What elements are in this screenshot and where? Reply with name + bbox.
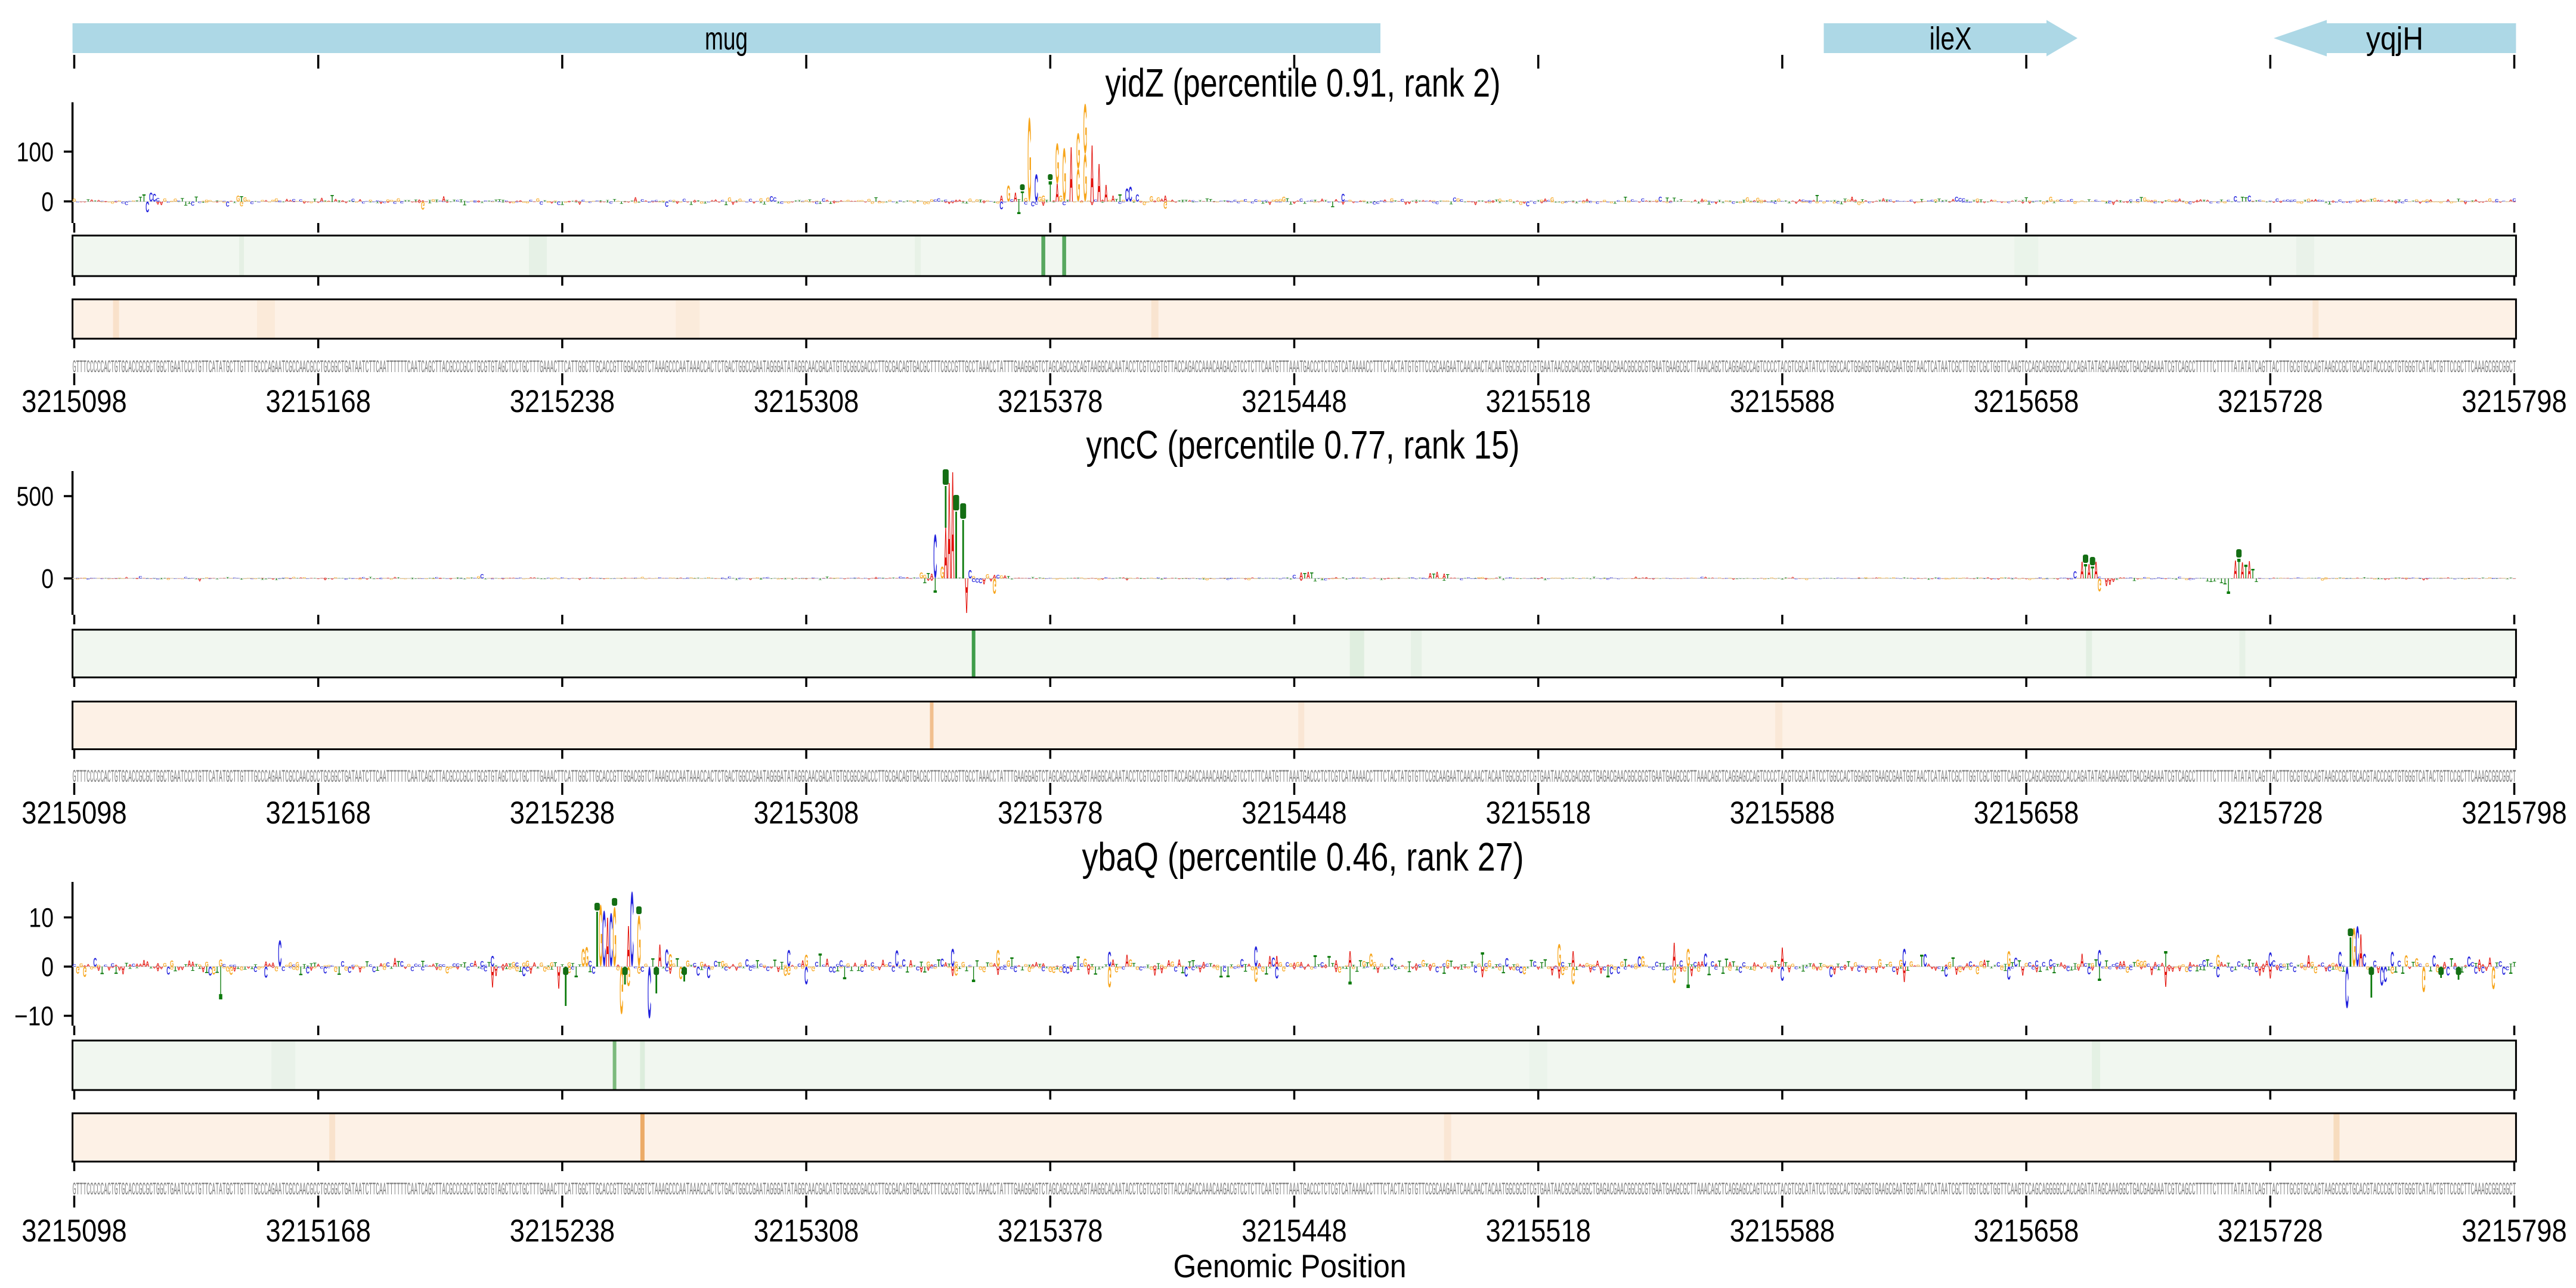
svg-text:3215308: 3215308 — [754, 1213, 859, 1249]
svg-text:3215728: 3215728 — [2218, 384, 2323, 419]
svg-text:3215658: 3215658 — [1974, 384, 2079, 419]
svg-text:3215728: 3215728 — [2218, 795, 2323, 831]
svg-text:3215798: 3215798 — [2462, 384, 2566, 419]
svg-text:Genomic Position: Genomic Position — [1174, 1247, 1407, 1284]
svg-text:3215378: 3215378 — [998, 384, 1103, 419]
svg-text:yidZ (percentile 0.91, rank 2): yidZ (percentile 0.91, rank 2) — [1106, 61, 1501, 106]
svg-text:3215238: 3215238 — [510, 795, 615, 831]
svg-text:3215588: 3215588 — [1730, 384, 1835, 419]
svg-text:yncC (percentile 0.77, rank 15: yncC (percentile 0.77, rank 15) — [1086, 423, 1520, 467]
svg-text:0: 0 — [41, 187, 54, 217]
svg-text:3215658: 3215658 — [1974, 795, 2079, 831]
svg-text:3215238: 3215238 — [510, 384, 615, 419]
svg-text:ybaQ (percentile 0.46, rank 27: ybaQ (percentile 0.46, rank 27) — [1082, 835, 1524, 880]
svg-text:0: 0 — [41, 952, 54, 982]
svg-text:3215238: 3215238 — [510, 1213, 615, 1249]
svg-text:3215098: 3215098 — [21, 795, 126, 831]
svg-text:3215448: 3215448 — [1241, 1213, 1346, 1249]
svg-text:500: 500 — [17, 481, 54, 512]
svg-text:100: 100 — [17, 137, 54, 168]
svg-text:3215168: 3215168 — [266, 795, 371, 831]
svg-text:3215098: 3215098 — [21, 1213, 126, 1249]
svg-text:3215168: 3215168 — [266, 384, 371, 419]
svg-text:mug: mug — [705, 21, 748, 57]
svg-text:0: 0 — [41, 564, 54, 594]
svg-text:−10: −10 — [14, 1001, 54, 1032]
svg-text:3215798: 3215798 — [2462, 1213, 2566, 1249]
svg-text:3215168: 3215168 — [266, 1213, 371, 1249]
svg-text:3215098: 3215098 — [21, 384, 126, 419]
svg-text:3215658: 3215658 — [1974, 1213, 2079, 1249]
svg-text:3215518: 3215518 — [1486, 1213, 1591, 1249]
svg-text:3215798: 3215798 — [2462, 795, 2566, 831]
svg-text:3215448: 3215448 — [1241, 795, 1346, 831]
svg-text:ileX: ileX — [1930, 21, 1972, 57]
svg-text:3215378: 3215378 — [998, 1213, 1103, 1249]
svg-text:3215588: 3215588 — [1730, 795, 1835, 831]
svg-text:3215448: 3215448 — [1241, 384, 1346, 419]
svg-text:3215518: 3215518 — [1486, 795, 1591, 831]
svg-text:3215378: 3215378 — [998, 795, 1103, 831]
svg-text:10: 10 — [29, 903, 54, 933]
svg-text:3215308: 3215308 — [754, 795, 859, 831]
svg-text:3215308: 3215308 — [754, 384, 859, 419]
svg-text:3215728: 3215728 — [2218, 1213, 2323, 1249]
svg-text:3215518: 3215518 — [1486, 384, 1591, 419]
svg-text:yqjH: yqjH — [2366, 21, 2423, 57]
svg-text:3215588: 3215588 — [1730, 1213, 1835, 1249]
